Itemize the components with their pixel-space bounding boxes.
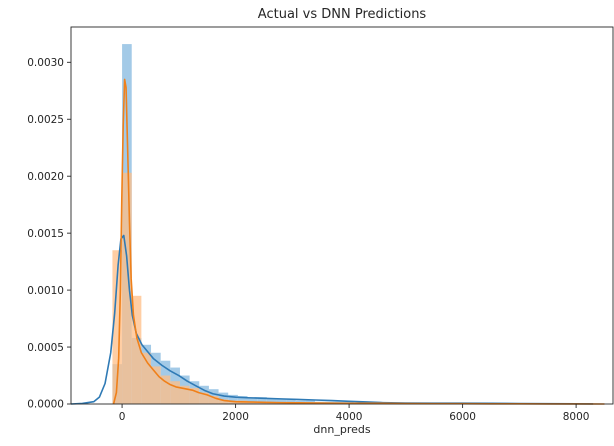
prediction-bar-11: [218, 399, 229, 404]
actual-bar-14: [247, 397, 258, 404]
y-tick-label: 0.0015: [27, 228, 64, 240]
actual-bar-18: [286, 399, 296, 404]
kde-curves: [70, 78, 605, 405]
y-tick-label: 0.0020: [27, 171, 64, 183]
x-tick-label: 0: [119, 411, 126, 423]
x-tick-label: 4000: [336, 411, 363, 423]
actual-bar-12: [228, 394, 238, 404]
prediction-bar-4: [151, 366, 161, 404]
prediction-bar-9: [199, 392, 209, 404]
actual-bar-16: [266, 398, 277, 404]
actual-histogram: [112, 44, 489, 404]
prediction-kde-line: [112, 78, 605, 405]
prediction-bar-3: [141, 352, 152, 404]
prediction-bar-8: [189, 388, 200, 404]
prediction-bar-14: [247, 401, 258, 404]
axes: 0 2000 4000 6000 8000 0.0000 0.0005 0.0010 0.001…: [27, 26, 614, 423]
actual-bar-17: [276, 399, 287, 404]
prediction-bar-12: [228, 400, 238, 404]
y-tick-label: 0.0010: [27, 285, 64, 297]
prediction-histogram: [112, 172, 480, 404]
prediction-bar-6: [170, 381, 180, 404]
y-tick-label: 0.0030: [27, 57, 64, 69]
y-tick-label: 0.0005: [27, 342, 64, 354]
actual-bar-11: [218, 392, 229, 404]
prediction-bar-16: [266, 402, 277, 404]
x-tick-label: 8000: [563, 411, 590, 423]
prediction-bar-5: [160, 375, 171, 404]
y-tick-label: 0.0025: [27, 114, 64, 126]
chart-title: Actual vs DNN Predictions: [258, 7, 427, 22]
x-axis-label: dnn_preds: [313, 423, 370, 436]
prediction-bar-10: [208, 396, 219, 404]
prediction-bar-1: [122, 172, 132, 404]
prediction-bar-7: [179, 385, 190, 404]
prediction-bar-0: [112, 250, 123, 404]
x-tick-label: 2000: [222, 411, 249, 423]
actual-bar-13: [237, 396, 248, 404]
x-tick-label: 6000: [449, 411, 476, 423]
y-tick-label: 0.0000: [27, 399, 64, 411]
actual-bar-15: [257, 397, 267, 404]
prediction-bar-2: [131, 295, 142, 404]
plot-frame: [70, 26, 614, 405]
